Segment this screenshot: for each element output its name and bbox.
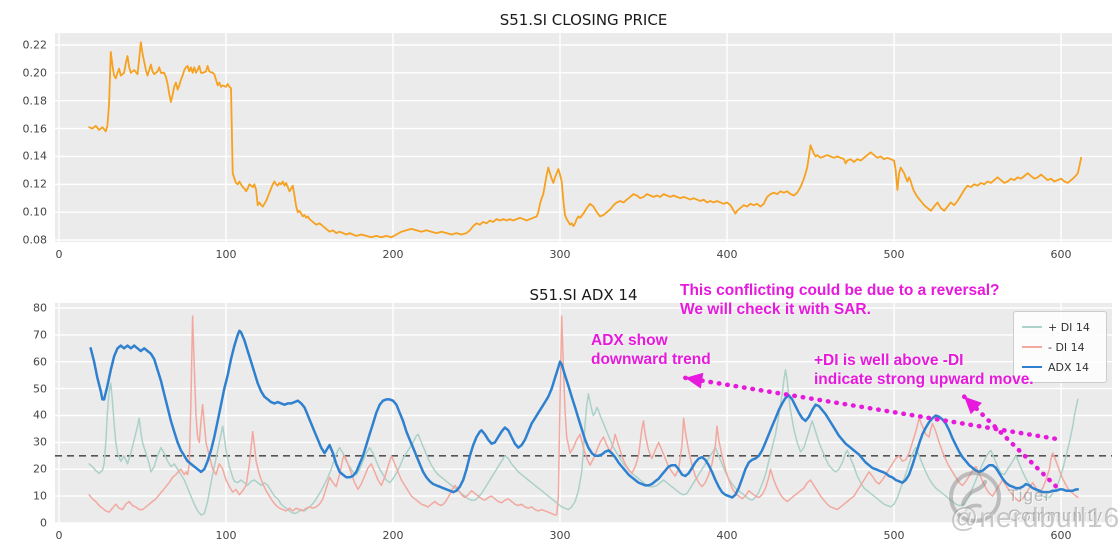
x-tick-label: 200: [382, 248, 404, 261]
y-tick-label: 0.20: [22, 66, 48, 80]
y-tick-label: 80: [33, 301, 47, 315]
adx-line-swatch: [1022, 366, 1042, 368]
adx-plot-area: [55, 303, 1112, 523]
x-tick-label: 300: [549, 529, 571, 542]
di-annotation-line1: +DI is well above -DI: [814, 352, 964, 369]
x-tick-label: 600: [1050, 529, 1072, 542]
watermark-brand: Tiger Community: [1008, 486, 1103, 525]
reversal-annotation: This conflicting could be due to a rever…: [680, 281, 1000, 319]
reversal-annotation-line1: This conflicting could be due to a rever…: [680, 282, 1000, 299]
minus-di-line-swatch: [1022, 346, 1042, 348]
y-tick-label: 10: [33, 489, 47, 503]
y-tick-label: 40: [33, 408, 47, 422]
y-tick-label: 0.10: [22, 205, 48, 219]
plus-di-line-swatch: [1022, 326, 1042, 328]
y-tick-label: 0.22: [22, 38, 48, 52]
closing-price-plot-area: [55, 33, 1112, 242]
legend-label-plus-di: + DI 14: [1048, 320, 1090, 334]
y-tick-label: 0.12: [22, 177, 48, 191]
x-tick-label: 100: [215, 529, 237, 542]
y-tick-label: 0.16: [22, 122, 48, 136]
di-strength-annotation: +DI is well above -DI indicate strong up…: [814, 351, 1034, 389]
x-tick-label: 400: [716, 248, 738, 261]
adx-annotation-line1: ADX show: [591, 332, 668, 349]
x-tick-label: 200: [382, 529, 404, 542]
legend-item-adx: ADX 14: [1022, 357, 1098, 377]
x-tick-label: 0: [55, 529, 63, 542]
y-tick-label: 0.18: [22, 94, 48, 108]
y-tick-label: 0.08: [22, 233, 48, 247]
top-chart-title: S51.SI CLOSING PRICE: [499, 11, 668, 29]
bottom-chart-title: S51.SI ADX 14: [529, 286, 638, 304]
legend: + DI 14 - DI 14 ADX 14: [1013, 311, 1107, 383]
x-tick-label: 500: [883, 248, 905, 261]
x-tick-label: 600: [1050, 248, 1072, 261]
y-tick-label: 50: [33, 382, 47, 396]
y-tick-label: 20: [33, 462, 47, 476]
y-tick-label: 30: [33, 435, 47, 449]
adx-annotation-line2: downward trend: [591, 351, 711, 368]
legend-label-minus-di: - DI 14: [1048, 340, 1085, 354]
x-tick-label: 300: [549, 248, 571, 261]
x-tick-label: 400: [716, 529, 738, 542]
reversal-annotation-line2: We will check it with SAR.: [680, 301, 871, 318]
x-tick-label: 500: [883, 529, 905, 542]
y-tick-label: 0: [40, 516, 47, 530]
y-tick-label: 70: [33, 328, 47, 342]
x-tick-label: 0: [55, 248, 63, 261]
watermark-handle: @nerdbull1669: [950, 502, 1120, 533]
legend-item-plus-di: + DI 14: [1022, 317, 1098, 337]
x-tick-label: 100: [215, 248, 237, 261]
legend-item-minus-di: - DI 14: [1022, 337, 1098, 357]
y-tick-label: 0.14: [22, 149, 48, 163]
y-tick-label: 60: [33, 355, 47, 369]
legend-label-adx: ADX 14: [1048, 360, 1090, 374]
adx-downtrend-annotation: ADX show downward trend: [591, 331, 711, 369]
di-annotation-line2: indicate strong upward move.: [814, 371, 1034, 388]
tiger-community-logo-icon: [946, 468, 1004, 526]
